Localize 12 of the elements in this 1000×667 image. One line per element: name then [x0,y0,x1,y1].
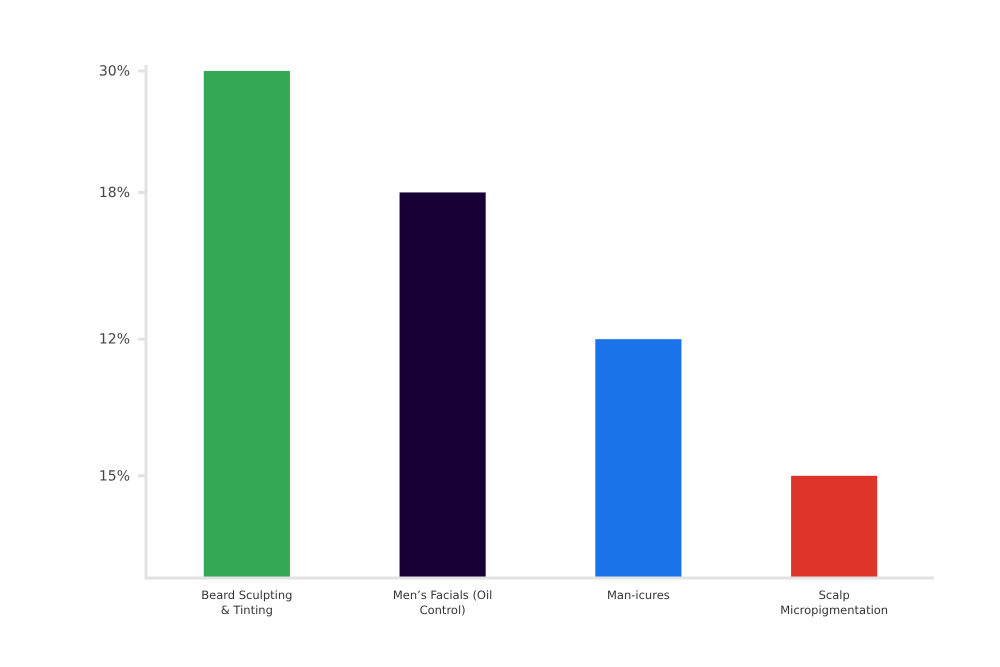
x-tick-label: Beard Sculpting & Tinting [201,588,292,617]
text: 15% [98,468,130,484]
x-tick-label: Men’s Facials (Oil Control) [392,588,492,617]
x-tick-label: Scalp Micropigmentation [780,588,888,617]
text: 30% [98,63,130,80]
bar [204,71,290,577]
bar [400,192,486,577]
text: 12% [98,332,130,348]
bar [595,339,682,577]
bar [791,476,878,577]
text: 18% [98,184,130,201]
x-tick-label: Man-icures [607,588,670,602]
